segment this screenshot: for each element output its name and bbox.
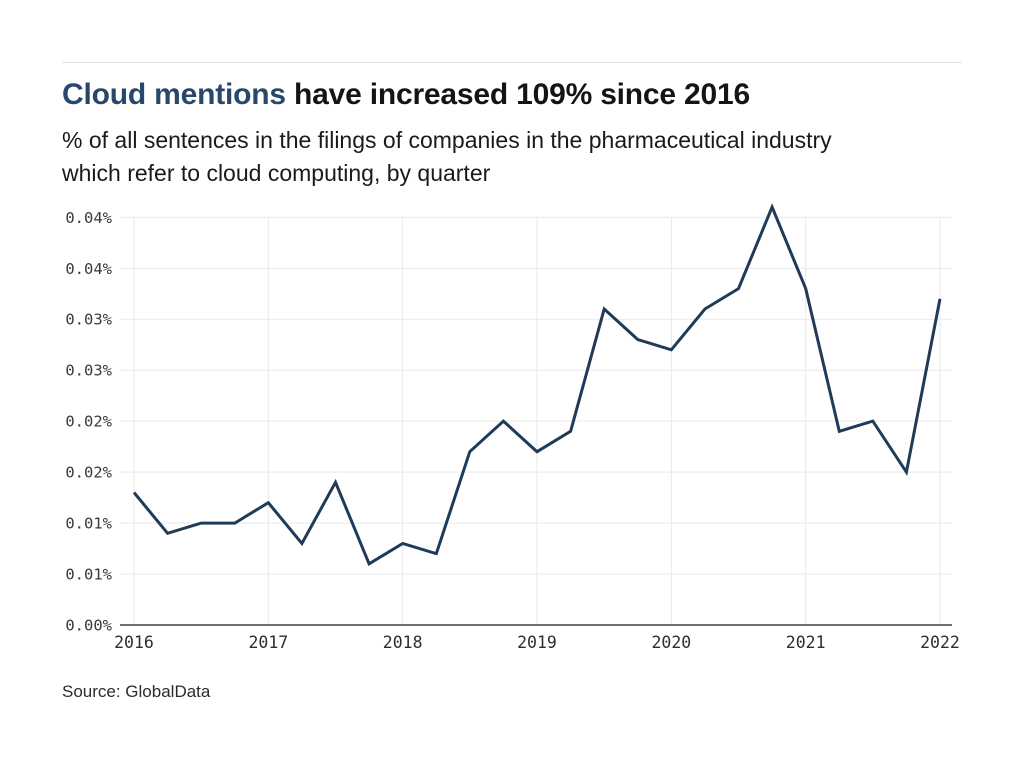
y-tick-label: 0.01%: [65, 515, 112, 533]
y-tick-label: 0.04%: [65, 260, 112, 278]
x-tick-label: 2022: [920, 633, 960, 652]
x-tick-label: 2018: [383, 633, 423, 652]
subtitle-line-2: which refer to cloud computing, by quart…: [62, 160, 491, 186]
x-tick-label: 2020: [651, 633, 691, 652]
y-tick-label: 0.04%: [65, 209, 112, 227]
chart-title-rest: have increased 109% since 2016: [285, 78, 750, 111]
source-note: Source: GlobalData: [62, 682, 211, 701]
chart-subtitle: % of all sentences in the filings of com…: [62, 124, 1002, 190]
x-tick-label: 2017: [248, 633, 288, 652]
y-tick-label: 0.02%: [65, 413, 112, 431]
y-tick-label: 0.03%: [65, 311, 112, 329]
data-line: [132, 203, 942, 566]
y-tick-label: 0.00%: [65, 617, 112, 635]
x-tick-label: 2019: [517, 633, 557, 652]
subtitle-line-1: % of all sentences in the filings of com…: [62, 127, 832, 153]
chart-title: Cloud mentions have increased 109% since…: [62, 78, 992, 112]
y-tick-label: 0.03%: [65, 362, 112, 380]
y-tick-label: 0.02%: [65, 464, 112, 482]
x-tick-label: 2016: [114, 633, 154, 652]
chart-title-accent: Cloud mentions: [62, 78, 286, 111]
top-divider: [62, 62, 962, 63]
y-tick-label: 0.01%: [65, 566, 112, 584]
x-tick-label: 2021: [786, 633, 826, 652]
